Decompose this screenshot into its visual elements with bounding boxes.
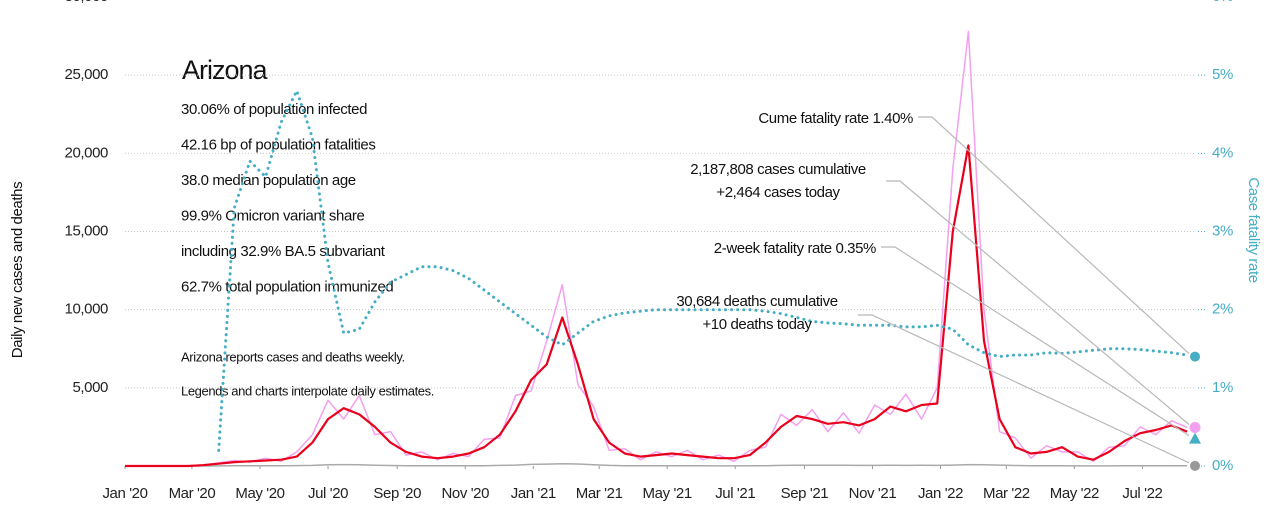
x-tick-label: Jul '22: [1122, 485, 1162, 502]
note-line: Legends and charts interpolate daily est…: [181, 383, 434, 398]
annotation-text: 30,684 deaths cumulative: [676, 293, 837, 310]
stat-line: 62.7% total population immunized: [181, 278, 393, 295]
stat-line: 42.16 bp of population fatalities: [181, 136, 375, 153]
end-marker: [1189, 432, 1201, 444]
stat-line: 99.9% Omicron variant share: [181, 207, 365, 224]
x-tick-label: Jan '22: [918, 485, 963, 502]
y-tick-label: 15,000: [65, 222, 109, 239]
x-tick-label: May '21: [643, 485, 692, 502]
end-marker: [1190, 460, 1200, 471]
y2-tick-label: 4%: [1212, 144, 1233, 161]
series-line: [217, 89, 1189, 452]
x-tick-label: May '22: [1050, 485, 1099, 502]
annotation-text: 2-week fatality rate 0.35%: [714, 240, 876, 257]
y-axis-label: Daily new cases and deaths: [9, 182, 26, 358]
leader-line: [886, 180, 1190, 425]
stat-line: 38.0 median population age: [181, 172, 356, 189]
x-tick-label: Jan '21: [511, 485, 556, 502]
x-tick-label: Sep '21: [781, 485, 829, 502]
note-line: Arizona reports cases and deaths weekly.: [181, 349, 405, 364]
x-tick-label: Jan '20: [102, 485, 147, 502]
x-tick-label: Mar '21: [576, 485, 623, 502]
chart-title: Arizona: [182, 55, 269, 85]
y2-tick-label: 5%: [1212, 66, 1233, 83]
y2-tick-label: 0%: [1212, 457, 1233, 474]
y-tick-label: 30,000: [65, 0, 109, 5]
series-line: [125, 144, 1188, 468]
y2-axis-label: Case fatality rate: [1245, 177, 1262, 282]
stat-line: 30.06% of population infected: [181, 101, 367, 118]
x-tick-label: Nov '20: [441, 485, 489, 502]
annotation-text: 2,187,808 cases cumulative: [690, 161, 866, 178]
x-tick-label: May '20: [235, 485, 284, 502]
end-marker: [1189, 421, 1201, 433]
y2-tick-label: 6%: [1212, 0, 1233, 5]
series-line: [125, 462, 1188, 467]
y2-tick-label: 2%: [1212, 301, 1233, 318]
x-tick-label: Jul '20: [308, 485, 348, 502]
y-tick-label: 5,000: [72, 379, 108, 396]
x-tick-label: Sep '20: [373, 485, 421, 502]
stat-line: including 32.9% BA.5 subvariant: [181, 243, 386, 260]
end-marker: [1190, 351, 1200, 362]
annotation-text: +2,464 cases today: [716, 184, 840, 201]
y-tick-label: 10,000: [65, 301, 109, 318]
leader-line: [858, 314, 1190, 464]
x-tick-label: Mar '22: [983, 485, 1030, 502]
y2-tick-label: 1%: [1212, 379, 1233, 396]
y-tick-label: 25,000: [65, 66, 109, 83]
leader-line: [918, 116, 1190, 355]
annotation-text: Cume fatality rate 1.40%: [758, 110, 913, 127]
x-tick-label: Jul '21: [715, 485, 755, 502]
annotation-text: +10 deaths today: [702, 316, 812, 333]
leader-line: [881, 246, 1190, 437]
x-tick-label: Nov '21: [849, 485, 897, 502]
x-tick-label: Mar '20: [169, 485, 216, 502]
y-tick-label: 20,000: [65, 144, 109, 161]
y2-tick-label: 3%: [1212, 222, 1233, 239]
